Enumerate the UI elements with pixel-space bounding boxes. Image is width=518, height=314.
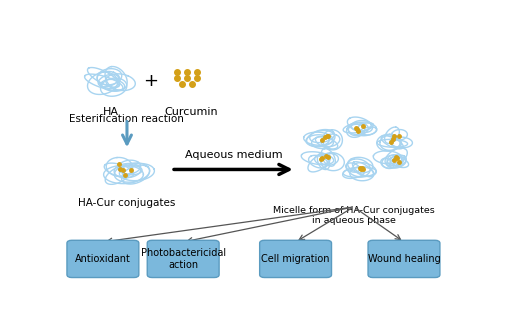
FancyBboxPatch shape [67, 240, 139, 278]
FancyBboxPatch shape [368, 240, 440, 278]
Text: Micelle form of HA-Cur conjugates
in aqueous phase: Micelle form of HA-Cur conjugates in aqu… [273, 206, 435, 225]
Text: HA: HA [103, 106, 119, 116]
Text: Cell migration: Cell migration [262, 254, 330, 264]
Text: Antioxidant: Antioxidant [75, 254, 131, 264]
Text: +: + [143, 72, 159, 90]
FancyBboxPatch shape [147, 240, 219, 278]
Text: Wound healing: Wound healing [368, 254, 440, 264]
Text: Esterification reaction: Esterification reaction [69, 114, 184, 124]
Text: Photobactericidal
action: Photobactericidal action [140, 248, 226, 270]
Text: HA-Cur conjugates: HA-Cur conjugates [78, 198, 176, 208]
FancyBboxPatch shape [260, 240, 332, 278]
Text: Curcumin: Curcumin [164, 106, 218, 116]
Text: Aqueous medium: Aqueous medium [184, 150, 282, 160]
